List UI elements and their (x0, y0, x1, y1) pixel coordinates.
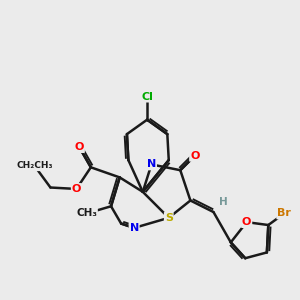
Text: Br: Br (277, 208, 291, 218)
Text: N: N (130, 223, 139, 233)
Text: O: O (190, 151, 200, 161)
Text: H: H (219, 197, 228, 207)
Text: S: S (165, 213, 173, 223)
Text: CH₂CH₃: CH₂CH₃ (16, 161, 53, 170)
Text: O: O (72, 184, 81, 194)
Text: CH₃: CH₃ (76, 208, 97, 218)
Text: O: O (242, 217, 251, 227)
Text: N: N (147, 159, 156, 170)
Text: Cl: Cl (141, 92, 153, 102)
Text: O: O (75, 142, 84, 152)
